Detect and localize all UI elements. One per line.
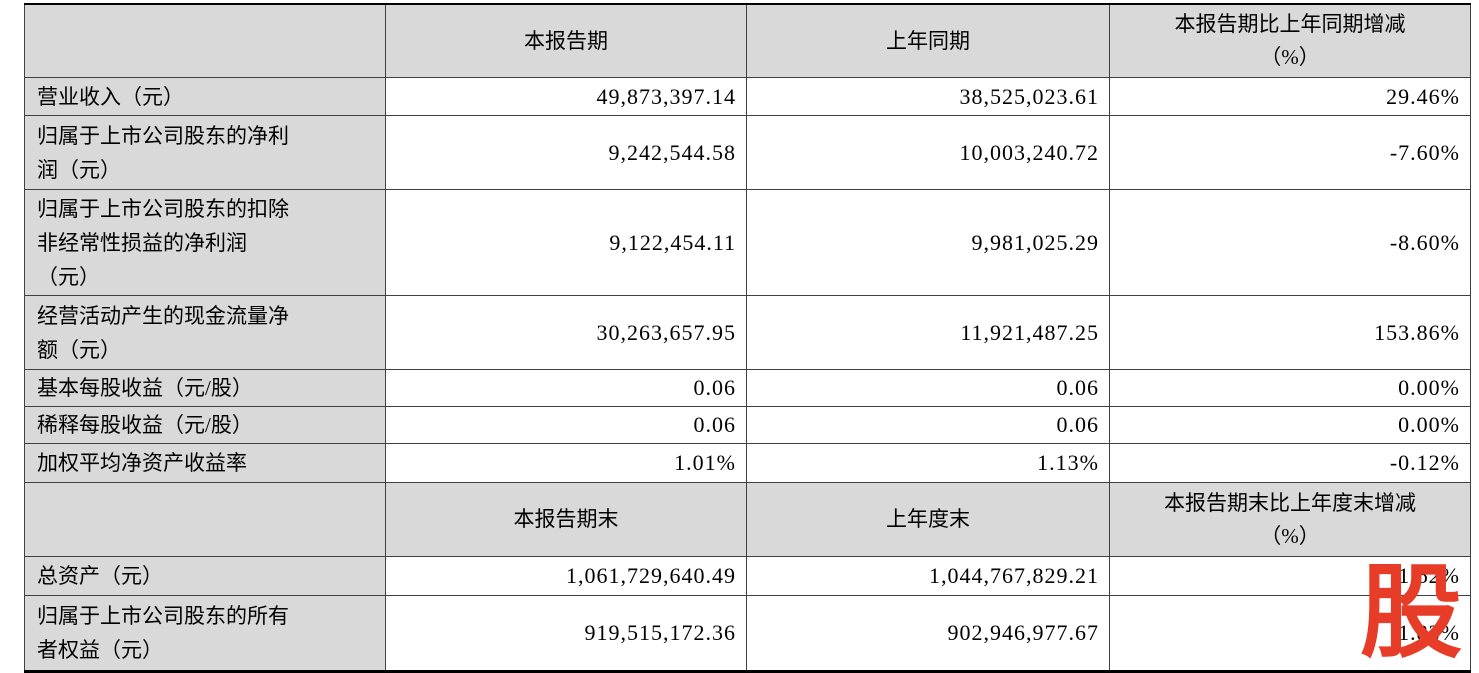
value-prior: 1.13% [746,443,1110,483]
header-prior-year-end: 上年度末 [746,482,1110,557]
value-current: 49,873,397.14 [385,77,747,116]
row-label: 归属于上市公司股东的扣除 非经常性损益的净利润 （元） [24,189,386,296]
value-change: 153.86% [1109,295,1471,370]
header-period-change: 本报告期比上年同期增减 （%） [1109,3,1471,78]
header-period-end-change: 本报告期末比上年度末增减 （%） [1109,482,1471,557]
header-prior-period: 上年同期 [746,3,1110,78]
table-row-shareholders-equity: 归属于上市公司股东的所有 者权益（元） 919,515,172.36 902,9… [24,595,1471,673]
value-prior: 38,525,023.61 [746,77,1110,116]
value-change: -0.12% [1109,443,1471,483]
row-label: 归属于上市公司股东的所有 者权益（元） [24,595,386,673]
value-prior: 0.06 [746,369,1110,407]
header-current-period: 本报告期 [385,3,747,78]
value-change: 1.62% [1109,556,1471,596]
header-corner-cell [24,3,386,78]
value-current: 30,263,657.95 [385,295,747,370]
table-row-revenue: 营业收入（元） 49,873,397.14 38,525,023.61 29.4… [24,77,1471,116]
table-row-net-profit: 归属于上市公司股东的净利 润（元） 9,242,544.58 10,003,24… [24,115,1471,190]
value-prior: 9,981,025.29 [746,189,1110,296]
value-current: 0.06 [385,406,747,444]
value-prior: 10,003,240.72 [746,115,1110,190]
table-row-diluted-eps: 稀释每股收益（元/股） 0.06 0.06 0.00% [24,406,1471,444]
row-label: 基本每股收益（元/股） [24,369,386,407]
row-label: 稀释每股收益（元/股） [24,406,386,444]
value-change: 29.46% [1109,77,1471,116]
value-prior: 902,946,977.67 [746,595,1110,673]
table-row-total-assets: 总资产（元） 1,061,729,640.49 1,044,767,829.21… [24,556,1471,596]
value-current: 1,061,729,640.49 [385,556,747,596]
value-prior: 1,044,767,829.21 [746,556,1110,596]
table-row-net-profit-deducted: 归属于上市公司股东的扣除 非经常性损益的净利润 （元） 9,122,454.11… [24,189,1471,296]
header-corner-cell [24,482,386,557]
financial-summary-table: 本报告期 上年同期 本报告期比上年同期增减 （%） 营业收入（元） 49,873… [24,3,1471,673]
header-row-period-end: 本报告期末 上年度末 本报告期末比上年度末增减 （%） [24,482,1471,557]
value-change: -8.60% [1109,189,1471,296]
row-label: 经营活动产生的现金流量净 额（元） [24,295,386,370]
value-change: 1.83% [1109,595,1471,673]
value-current: 9,242,544.58 [385,115,747,190]
value-current: 9,122,454.11 [385,189,747,296]
row-label: 营业收入（元） [24,77,386,116]
row-label: 加权平均净资产收益率 [24,443,386,483]
value-current: 0.06 [385,369,747,407]
table-row-operating-cash-flow: 经营活动产生的现金流量净 额（元） 30,263,657.95 11,921,4… [24,295,1471,370]
table-row-basic-eps: 基本每股收益（元/股） 0.06 0.06 0.00% [24,369,1471,407]
value-current: 919,515,172.36 [385,595,747,673]
row-label: 总资产（元） [24,556,386,596]
value-current: 1.01% [385,443,747,483]
value-change: 0.00% [1109,369,1471,407]
value-prior: 0.06 [746,406,1110,444]
value-change: 0.00% [1109,406,1471,444]
value-prior: 11,921,487.25 [746,295,1110,370]
table-row-weighted-roe: 加权平均净资产收益率 1.01% 1.13% -0.12% [24,443,1471,483]
header-row-period: 本报告期 上年同期 本报告期比上年同期增减 （%） [24,3,1471,78]
header-current-period-end: 本报告期末 [385,482,747,557]
row-label: 归属于上市公司股东的净利 润（元） [24,115,386,190]
value-change: -7.60% [1109,115,1471,190]
